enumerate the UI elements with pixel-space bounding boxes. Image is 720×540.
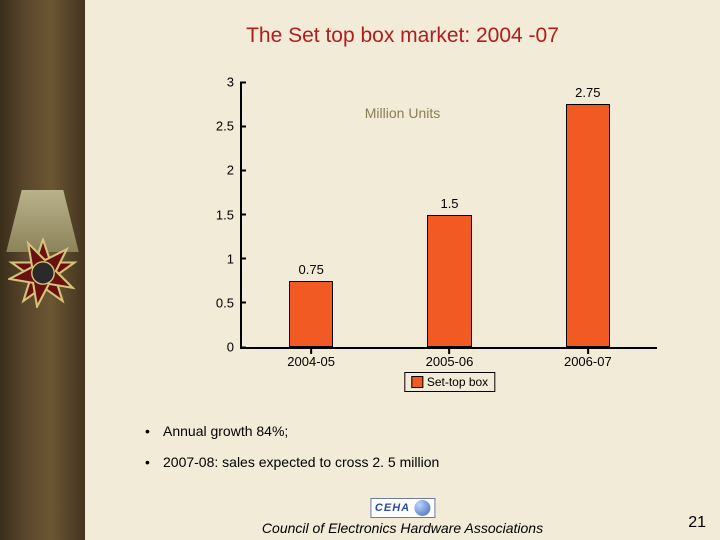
y-tick-label: 3 xyxy=(205,75,240,90)
bullet-list: Annual growth 84%; 2007-08: sales expecte… xyxy=(145,423,660,485)
x-tick-label: 2006-07 xyxy=(564,354,612,369)
y-tick-label: 2 xyxy=(205,163,240,178)
ceha-abbrev: CEHA xyxy=(375,502,410,514)
content-area: The Set top box market: 2004 -07 Million… xyxy=(85,0,720,540)
globe-icon xyxy=(414,500,430,516)
bar-data-label: 0.75 xyxy=(299,262,324,277)
decorative-left-strip xyxy=(0,0,85,540)
x-tick-label: 2004-05 xyxy=(287,354,335,369)
bar xyxy=(289,281,333,347)
bar-data-label: 1.5 xyxy=(440,196,458,211)
y-tick-label: 2.5 xyxy=(205,119,240,134)
bar xyxy=(427,215,471,348)
slide: The Set top box market: 2004 -07 Million… xyxy=(0,0,720,540)
bar-data-label: 2.75 xyxy=(575,85,600,100)
bullet-item: Annual growth 84%; xyxy=(145,423,660,440)
medal-ornament xyxy=(0,190,85,320)
bullet-item: 2007-08: sales expected to cross 2. 5 mi… xyxy=(145,454,660,471)
y-tick-label: 1 xyxy=(205,251,240,266)
y-tick-label: 0.5 xyxy=(205,295,240,310)
footer-org-name: Council of Electronics Hardware Associat… xyxy=(85,520,720,536)
legend-label: Set-top box xyxy=(427,375,488,389)
ceha-logo: CEHA xyxy=(370,498,435,518)
page-number: 21 xyxy=(688,514,706,532)
chart-plot-area: 0.752004-051.52005-062.752006-07Set-top … xyxy=(240,82,657,349)
y-tick-label: 1.5 xyxy=(205,207,240,222)
bar xyxy=(566,104,610,347)
legend-swatch xyxy=(411,376,423,388)
bar-chart: 0.752004-051.52005-062.752006-07Set-top … xyxy=(205,82,655,372)
y-tick-label: 0 xyxy=(205,340,240,355)
x-tick-label: 2005-06 xyxy=(426,354,474,369)
page-title: The Set top box market: 2004 -07 xyxy=(85,24,720,48)
chart-legend: Set-top box xyxy=(404,372,495,392)
